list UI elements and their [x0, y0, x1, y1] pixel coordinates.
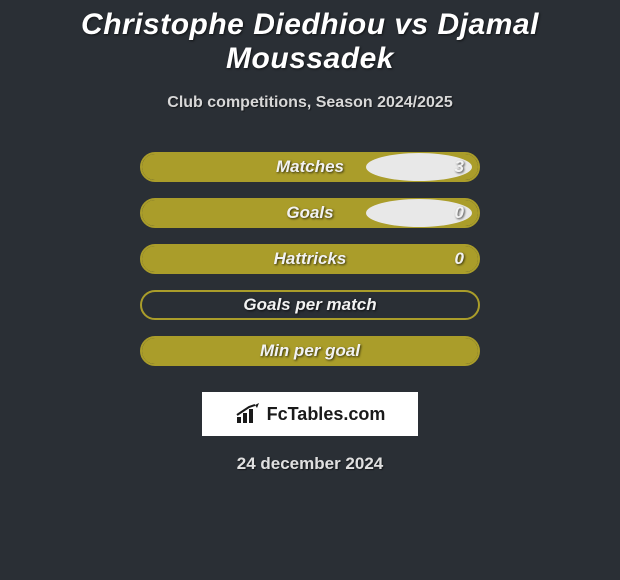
stat-value: 0	[455, 249, 464, 269]
stat-bar: Hattricks0	[140, 244, 480, 274]
stat-bar-fill	[142, 246, 478, 272]
stat-row: Matches3	[140, 144, 480, 190]
stat-row: Hattricks0	[140, 236, 480, 282]
stat-bar: Goals per match	[140, 290, 480, 320]
comparison-widget: Christophe Diedhiou vs Djamal Moussadek …	[0, 0, 620, 474]
stat-value: 3	[455, 157, 464, 177]
branding-text: FcTables.com	[267, 404, 386, 425]
branding-badge: FcTables.com	[202, 392, 418, 436]
stat-value: 0	[455, 203, 464, 223]
stat-row: Min per goal	[140, 328, 480, 374]
subtitle: Club competitions, Season 2024/2025	[167, 94, 452, 112]
date-label: 24 december 2024	[237, 454, 384, 474]
chart-icon	[235, 403, 261, 425]
stat-rows: Matches3Goals0 Hattricks0 Goals per match M…	[140, 144, 480, 374]
title: Christophe Diedhiou vs Djamal Moussadek	[0, 8, 620, 76]
stat-row: Goals per match	[140, 282, 480, 328]
stat-bar-fill	[142, 292, 478, 318]
stat-bar-fill	[142, 338, 478, 364]
stat-row: Goals0	[140, 190, 480, 236]
stat-bar: Min per goal	[140, 336, 480, 366]
